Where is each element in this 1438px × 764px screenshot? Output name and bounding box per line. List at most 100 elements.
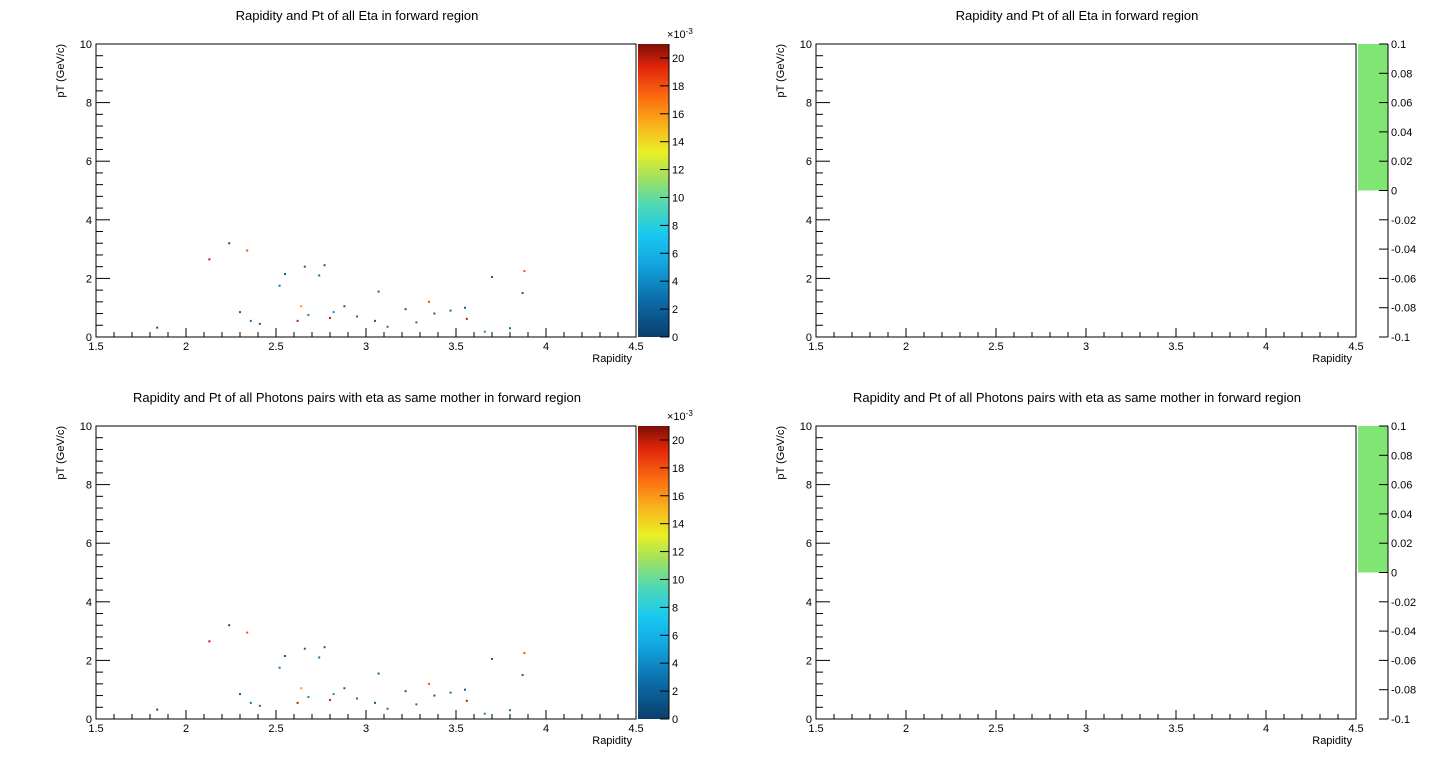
z-tick-label: -0.06: [1391, 655, 1416, 667]
data-point: [465, 699, 468, 702]
z-tick-label: 0.1: [1391, 39, 1406, 51]
z-tick-label: -0.04: [1391, 626, 1416, 638]
z-tick-label: 0: [672, 714, 678, 726]
z-tick-label: 0.08: [1391, 450, 1412, 462]
data-point: [483, 330, 486, 333]
y-tick-label: 6: [86, 538, 92, 550]
y-tick-label: 6: [806, 156, 812, 168]
y-tick-label: 2: [86, 273, 92, 285]
y-tick-label: 10: [800, 421, 812, 433]
data-point: [356, 315, 358, 318]
data-point: [491, 657, 493, 660]
z-tick-label: 0.06: [1391, 480, 1412, 492]
data-point: [509, 709, 511, 712]
y-tick-label: 6: [86, 156, 92, 168]
plot-frame: [95, 425, 637, 720]
x-tick-label: 3.5: [1168, 341, 1183, 353]
x-tick-label: 2: [903, 723, 909, 735]
x-tick-label: 1.5: [808, 723, 823, 735]
data-point: [228, 624, 231, 627]
data-point: [329, 698, 331, 701]
z-tick-label: 0.02: [1391, 156, 1412, 168]
z-tick-label: 20: [672, 435, 684, 447]
data-point: [523, 270, 526, 273]
x-tick-label: 2: [183, 723, 189, 735]
data-point: [464, 688, 466, 691]
z-tick-label: 0.02: [1391, 538, 1412, 550]
z-tick-label: 0.08: [1391, 68, 1412, 80]
z-tick-label: 0.04: [1391, 509, 1412, 521]
z-exponent-power: -3: [686, 27, 694, 36]
data-point: [246, 249, 249, 252]
data-point: [386, 325, 389, 328]
z-tick-label: 8: [672, 602, 678, 614]
x-axis-label: Rapidity: [592, 353, 632, 365]
color-scale-bar: [1358, 426, 1388, 573]
data-point: [521, 292, 524, 295]
chart-title: Rapidity and Pt of all Photons pairs wit…: [133, 390, 581, 405]
plot-frame: [815, 425, 1357, 720]
data-point: [284, 655, 286, 658]
x-tick-label: 1.5: [88, 723, 103, 735]
y-tick-label: 8: [806, 98, 812, 110]
data-point: [303, 647, 306, 650]
y-axis-label: pT (GeV/c): [775, 44, 787, 98]
x-tick-label: 3.5: [448, 341, 463, 353]
data-point: [465, 317, 468, 320]
data-point: [318, 656, 321, 659]
data-point: [428, 300, 430, 303]
data-point: [415, 321, 418, 324]
data-point: [246, 631, 249, 634]
z-tick-label: 6: [672, 630, 678, 642]
x-tick-label: 2: [903, 341, 909, 353]
chart-title: Rapidity and Pt of all Eta in forward re…: [956, 8, 1199, 23]
data-point: [332, 311, 335, 314]
data-point: [307, 314, 310, 317]
data-point: [156, 326, 159, 329]
z-tick-label: 14: [672, 137, 684, 149]
x-tick-label: 1.5: [808, 341, 823, 353]
data-point: [228, 242, 231, 245]
color-scale-bar: [638, 44, 669, 337]
y-tick-label: 10: [80, 421, 92, 433]
x-axis-label: Rapidity: [1312, 735, 1352, 747]
data-point: [239, 693, 241, 696]
x-tick-label: 3.5: [1168, 723, 1183, 735]
z-tick-label: 20: [672, 53, 684, 65]
data-point: [404, 308, 407, 311]
z-tick-label: 0.04: [1391, 127, 1412, 139]
x-axis-label: Rapidity: [592, 735, 632, 747]
y-tick-label: 4: [806, 597, 812, 609]
chart-title: Rapidity and Pt of all Eta in forward re…: [236, 8, 479, 23]
z-exponent-power: -3: [686, 409, 694, 418]
y-tick-label: 2: [806, 655, 812, 667]
data-point: [318, 274, 321, 277]
data-point: [278, 284, 281, 287]
z-tick-label: 0.06: [1391, 98, 1412, 110]
data-point: [307, 696, 310, 699]
data-point: [343, 687, 346, 690]
y-tick-label: 0: [806, 332, 812, 344]
data-point: [374, 319, 376, 322]
x-tick-label: 3: [363, 723, 369, 735]
x-tick-label: 2.5: [268, 723, 283, 735]
x-tick-label: 2.5: [988, 723, 1003, 735]
z-tick-label: -0.1: [1391, 332, 1410, 344]
data-point: [249, 319, 252, 322]
y-tick-label: 6: [806, 538, 812, 550]
data-point: [433, 694, 436, 697]
z-tick-label: 2: [672, 304, 678, 316]
z-tick-label: -0.06: [1391, 273, 1416, 285]
data-point: [208, 640, 211, 643]
z-tick-label: 8: [672, 220, 678, 232]
data-point: [449, 691, 452, 694]
y-tick-label: 2: [86, 655, 92, 667]
y-tick-label: 4: [86, 215, 92, 227]
z-tick-label: 18: [672, 463, 684, 475]
z-tick-label: 0: [672, 332, 678, 344]
data-point: [323, 264, 326, 267]
chart-title: Rapidity and Pt of all Photons pairs wit…: [853, 390, 1301, 405]
data-point: [449, 309, 452, 312]
data-point: [278, 666, 281, 669]
